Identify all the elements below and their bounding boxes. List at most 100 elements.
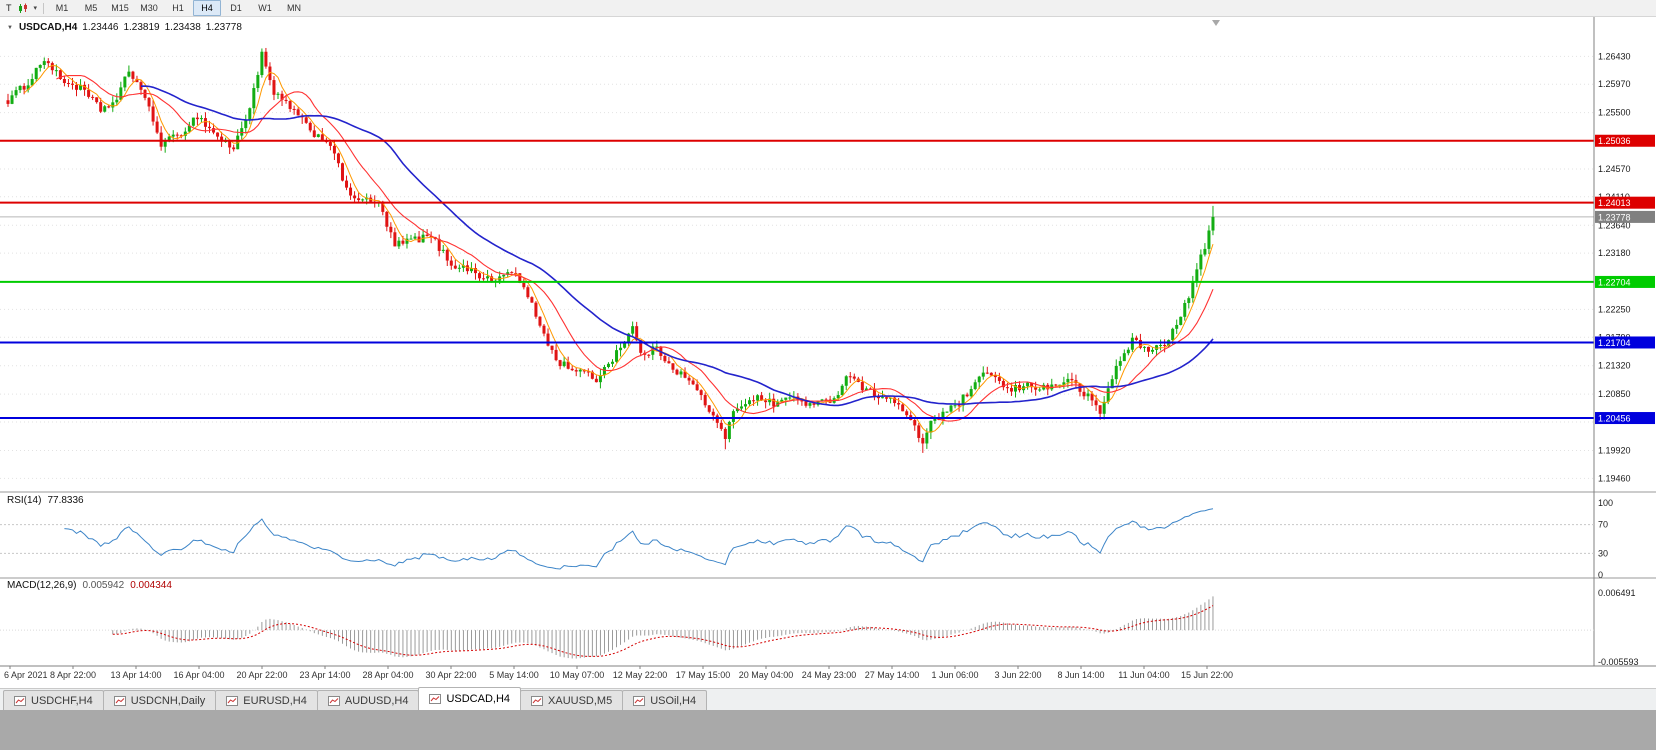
svg-text:1.22250: 1.22250: [1598, 304, 1631, 314]
svg-text:1.21320: 1.21320: [1598, 361, 1631, 371]
period-button-m1[interactable]: M1: [55, 3, 69, 13]
svg-text:27 May 14:00: 27 May 14:00: [865, 670, 920, 680]
rsi-name: RSI(14): [7, 495, 42, 506]
chart-tab-usoil[interactable]: USOil,H4: [622, 690, 708, 710]
svg-text:1.24013: 1.24013: [1598, 198, 1631, 208]
macd-name: MACD(12,26,9): [7, 580, 77, 591]
svg-text:1.25500: 1.25500: [1598, 108, 1631, 118]
toolbar-separator: [43, 2, 45, 14]
period-button-m15[interactable]: M15: [111, 3, 129, 13]
chart-tabs-bar: USDCHF,H4 USDCNH,Daily EURUSD,H4 AUDUSD,H4 U…: [0, 687, 1656, 710]
svg-text:1.19460: 1.19460: [1598, 473, 1631, 483]
toolbar-dropdown-caret-icon[interactable]: ▾: [33, 5, 38, 12]
time-axis[interactable]: 6 Apr 2021 8 Apr 22:00 13 Apr 14:00 16 Apr …: [4, 666, 1233, 680]
candlestick-glyph: [18, 3, 27, 13]
chart-type-icon[interactable]: [15, 1, 32, 15]
svg-text:15 Jun 22:00: 15 Jun 22:00: [1181, 670, 1233, 680]
svg-text:1.24570: 1.24570: [1598, 164, 1631, 174]
svg-text:1.22704: 1.22704: [1598, 277, 1631, 287]
mini-chart-icon: [113, 695, 126, 706]
mini-chart-icon: [14, 695, 26, 706]
mini-chart-icon: [429, 694, 442, 704]
ohlc-close: 1.23778: [205, 22, 242, 33]
tab-label: USDCAD,H4: [446, 693, 511, 705]
shift-marker-icon[interactable]: [1212, 20, 1220, 26]
svg-text:16 Apr 04:00: 16 Apr 04:00: [173, 670, 224, 680]
period-buttons-group: M1 M5 M15 M30 H1 H4 D1 W1 MN: [48, 0, 308, 16]
timeframes-toolbar: T ▾ M1 M5 M15 M30 H1 H4 D1 W1 MN: [0, 0, 1656, 17]
pane-separators: [0, 17, 1656, 667]
templates-button[interactable]: T: [6, 3, 12, 13]
rsi-value: 77.8336: [47, 495, 84, 506]
chart-canvas[interactable]: 1.264301.259701.255001.245701.241101.236…: [0, 17, 1656, 688]
svg-text:8 Jun 14:00: 8 Jun 14:00: [1057, 670, 1104, 680]
svg-text:11 Jun 04:00: 11 Jun 04:00: [1118, 670, 1169, 680]
horizontal-levels[interactable]: [0, 139, 1594, 420]
ohlc-high: 1.23819: [123, 22, 160, 33]
svg-text:10 May 07:00: 10 May 07:00: [550, 670, 605, 680]
chart-symbol-label: USDCAD,H4: [18, 22, 78, 33]
tab-label: USDCNH,Daily: [130, 694, 206, 707]
svg-text:1.20850: 1.20850: [1598, 389, 1631, 399]
tab-label: USDCHF,H4: [31, 694, 93, 707]
period-button-h1[interactable]: H1: [172, 3, 184, 13]
mini-chart-icon: [531, 695, 544, 706]
mini-chart-icon: [633, 695, 646, 706]
svg-text:28 Apr 04:00: 28 Apr 04:00: [362, 670, 413, 680]
candles-layer: [6, 47, 1215, 453]
period-button-mn[interactable]: MN: [287, 3, 302, 13]
chart-tab-xauusd[interactable]: XAUUSD,M5: [520, 690, 624, 710]
svg-text:1.19920: 1.19920: [1598, 445, 1631, 455]
chart-title: ▼ USDCAD,H4 1.23446 1.23819 1.23438 1.23…: [7, 22, 242, 33]
period-button-h4[interactable]: H4: [193, 0, 222, 16]
chart-tab-usdcad[interactable]: USDCAD,H4: [418, 687, 522, 710]
chart-tab-usdchf[interactable]: USDCHF,H4: [3, 690, 104, 710]
ohlc-low: 1.23438: [164, 22, 201, 33]
price-axis[interactable]: 1.264301.259701.255001.245701.241101.236…: [1595, 51, 1655, 667]
chart-tab-eurusd[interactable]: EURUSD,H4: [215, 690, 318, 710]
period-button-m30[interactable]: M30: [140, 3, 158, 13]
svg-text:70: 70: [1598, 520, 1608, 530]
moving-averages: [23, 64, 1214, 433]
svg-text:1.23640: 1.23640: [1598, 220, 1631, 230]
price-badge-1.21704: [1595, 336, 1655, 349]
chart-tab-usdcnh[interactable]: USDCNH,Daily: [102, 690, 217, 710]
period-button-d1[interactable]: D1: [230, 3, 242, 13]
svg-text:1.23180: 1.23180: [1598, 248, 1631, 258]
one-click-collapse-icon[interactable]: ▼: [7, 24, 13, 31]
macd-pane: [0, 596, 1594, 659]
price-badge-1.22704: [1595, 275, 1655, 288]
mini-chart-icon: [226, 695, 239, 706]
svg-text:5 May 14:00: 5 May 14:00: [489, 670, 539, 680]
tab-label: AUDUSD,H4: [344, 694, 409, 707]
macd-pane-label: MACD(12,26,9) 0.005942 0.004344: [7, 580, 172, 591]
period-button-w1[interactable]: W1: [258, 3, 272, 13]
svg-text:20 Apr 22:00: 20 Apr 22:00: [236, 670, 287, 680]
svg-text:0.006491: 0.006491: [1598, 588, 1636, 598]
svg-text:1.23778: 1.23778: [1598, 212, 1631, 222]
bottom-strip: [0, 710, 1656, 750]
svg-text:1.21704: 1.21704: [1598, 338, 1631, 348]
svg-text:1 Jun 06:00: 1 Jun 06:00: [931, 670, 978, 680]
svg-text:6 Apr 2021: 6 Apr 2021: [4, 670, 48, 680]
svg-text:1.26430: 1.26430: [1598, 51, 1631, 61]
chart-window: 1.264301.259701.255001.245701.241101.236…: [0, 17, 1656, 688]
price-badge-1.20456: [1595, 412, 1655, 425]
svg-text:30 Apr 22:00: 30 Apr 22:00: [425, 670, 476, 680]
svg-text:0: 0: [1598, 570, 1603, 580]
svg-text:13 Apr 14:00: 13 Apr 14:00: [110, 670, 161, 680]
period-button-m5[interactable]: M5: [84, 3, 98, 13]
macd-main-value: 0.005942: [82, 580, 125, 591]
tab-label: EURUSD,H4: [243, 694, 307, 707]
svg-text:30: 30: [1598, 548, 1608, 558]
svg-text:3 Jun 22:00: 3 Jun 22:00: [994, 670, 1041, 680]
chart-tab-audusd[interactable]: AUDUSD,H4: [316, 690, 420, 710]
svg-text:12 May 22:00: 12 May 22:00: [613, 670, 668, 680]
price-badge-1.24013: [1595, 196, 1655, 209]
price-badge-1.25036: [1595, 134, 1655, 147]
ohlc-open: 1.23446: [82, 22, 119, 33]
svg-text:24 May 23:00: 24 May 23:00: [802, 670, 857, 680]
tab-label: XAUUSD,M5: [548, 694, 613, 707]
svg-text:17 May 15:00: 17 May 15:00: [676, 670, 731, 680]
svg-text:1.25036: 1.25036: [1598, 136, 1631, 146]
